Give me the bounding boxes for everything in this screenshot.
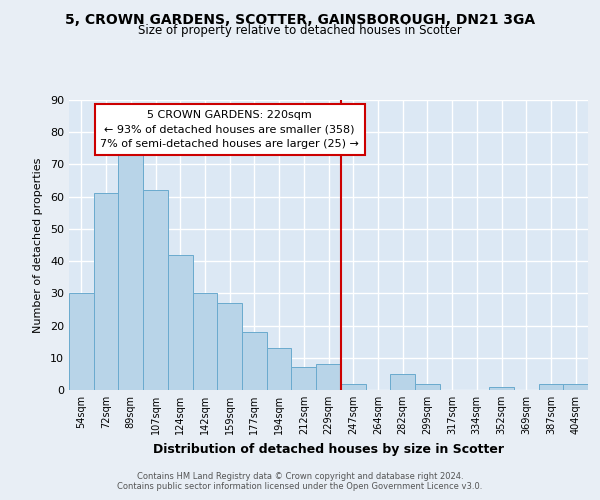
X-axis label: Distribution of detached houses by size in Scotter: Distribution of detached houses by size … [153,442,504,456]
Bar [118,148,143,390]
Bar [415,384,440,390]
Text: Contains HM Land Registry data © Crown copyright and database right 2024.: Contains HM Land Registry data © Crown c… [137,472,463,481]
Bar [341,384,365,390]
Bar [168,254,193,390]
Bar [316,364,341,390]
Text: Size of property relative to detached houses in Scotter: Size of property relative to detached ho… [138,24,462,37]
Bar [292,368,316,390]
Bar [143,190,168,390]
Bar [563,384,588,390]
Text: Contains public sector information licensed under the Open Government Licence v3: Contains public sector information licen… [118,482,482,491]
Y-axis label: Number of detached properties: Number of detached properties [33,158,43,332]
Bar [217,303,242,390]
Bar [94,194,118,390]
Bar [489,387,514,390]
Bar [69,294,94,390]
Bar [242,332,267,390]
Text: 5 CROWN GARDENS: 220sqm
← 93% of detached houses are smaller (358)
7% of semi-de: 5 CROWN GARDENS: 220sqm ← 93% of detache… [100,110,359,150]
Bar [390,374,415,390]
Bar [193,294,217,390]
Bar [267,348,292,390]
Bar [539,384,563,390]
Text: 5, CROWN GARDENS, SCOTTER, GAINSBOROUGH, DN21 3GA: 5, CROWN GARDENS, SCOTTER, GAINSBOROUGH,… [65,12,535,26]
